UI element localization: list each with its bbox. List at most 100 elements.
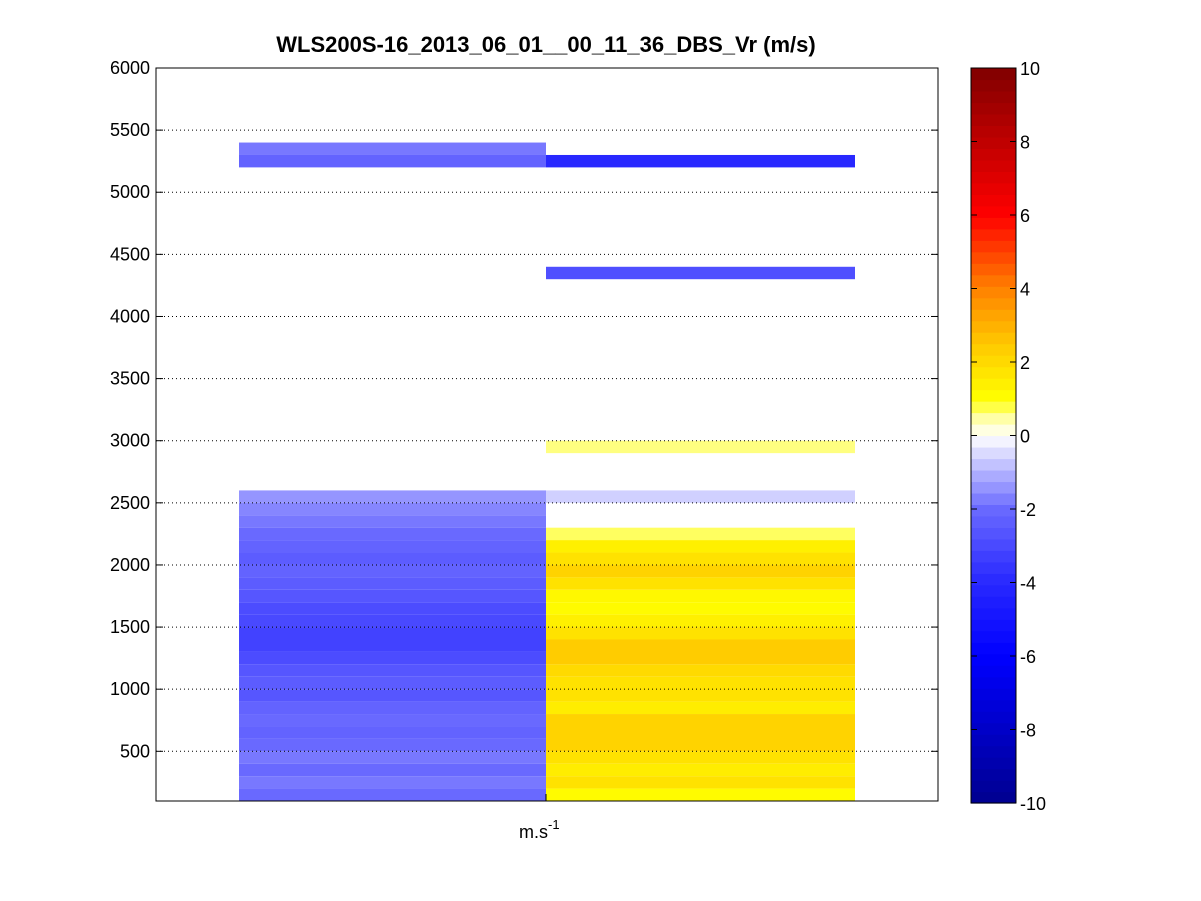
heatmap-cell	[546, 602, 855, 615]
heatmap-cell	[546, 614, 855, 628]
heatmap-cell	[546, 701, 855, 715]
chart-title: WLS200S-16_2013_06_01__00_11_36_DBS_Vr (…	[276, 32, 815, 57]
heatmap-cell	[239, 490, 546, 503]
colorbar-swatch	[971, 630, 1016, 643]
colorbar-swatch	[971, 159, 1016, 172]
colorbar-swatch	[971, 596, 1016, 609]
colorbar	[971, 68, 1016, 804]
heatmap-cell	[239, 540, 546, 553]
heatmap-cell	[239, 614, 546, 628]
y-tick-label: 5500	[110, 120, 150, 140]
colorbar-swatch	[971, 711, 1016, 724]
colorbar-swatch	[971, 515, 1016, 528]
heatmap-cell	[546, 564, 855, 578]
heatmap-cell	[239, 577, 546, 590]
colorbar-swatch	[971, 573, 1016, 586]
heatmap-cell	[546, 751, 855, 764]
heatmap-cell	[546, 577, 855, 590]
colorbar-tick-label: -6	[1020, 647, 1036, 667]
heatmap-cell	[239, 552, 546, 565]
colorbar-swatch	[971, 194, 1016, 207]
heatmap-cell	[239, 763, 546, 777]
colorbar-swatch	[971, 412, 1016, 425]
colorbar-swatch	[971, 527, 1016, 540]
colorbar-swatch	[971, 366, 1016, 379]
heatmap-cell	[239, 714, 546, 727]
colorbar-swatch	[971, 240, 1016, 253]
heatmap-cell	[546, 589, 855, 603]
colorbar-swatch	[971, 768, 1016, 781]
colorbar-swatch	[971, 217, 1016, 230]
heatmap-cell	[239, 726, 546, 739]
colorbar-swatch	[971, 676, 1016, 689]
colorbar-swatch	[971, 791, 1016, 804]
heatmap-cell	[546, 552, 855, 565]
heatmap-cell	[546, 714, 855, 752]
heatmap-cell	[239, 751, 546, 764]
colorbar-swatch	[971, 263, 1016, 276]
x-axis-label: m.s-1	[519, 817, 560, 842]
colorbar-swatch	[971, 171, 1016, 184]
heatmap-cell	[546, 664, 855, 677]
colorbar-swatch	[971, 469, 1016, 483]
colorbar-swatch	[971, 148, 1016, 161]
colorbar-swatch	[971, 378, 1016, 391]
svg-text:m.s-1: m.s-1	[519, 817, 560, 842]
colorbar-swatch	[971, 355, 1016, 368]
heatmap-cell	[239, 564, 546, 578]
y-tick-label: 4500	[110, 244, 150, 264]
heatmap-cells	[239, 142, 855, 801]
heatmap-cell	[546, 440, 855, 454]
colorbar-tick-label: 4	[1020, 280, 1030, 300]
colorbar-swatch	[971, 446, 1016, 460]
colorbar-tick-label: 8	[1020, 133, 1030, 153]
y-tick-label: 1500	[110, 617, 150, 637]
plot-area-frame	[155, 67, 939, 802]
colorbar-swatch	[971, 205, 1016, 218]
heatmap-cell	[239, 676, 546, 690]
colorbar-swatch	[971, 274, 1016, 287]
colorbar-swatch	[971, 68, 1016, 81]
y-tick-label: 3500	[110, 369, 150, 389]
colorbar-swatch	[971, 699, 1016, 712]
colorbar-swatch	[971, 343, 1016, 356]
heatmap-cell	[239, 142, 546, 155]
colorbar-tick-label: -8	[1020, 721, 1036, 741]
colorbar-swatch	[971, 435, 1016, 448]
colorbar-swatch	[971, 320, 1016, 333]
colorbar-swatch	[971, 780, 1016, 793]
heatmap-cell	[239, 627, 546, 652]
heatmap-cell	[239, 788, 546, 801]
colorbar-swatch	[971, 561, 1016, 574]
heatmap-cell	[239, 527, 546, 541]
heatmap-cell	[239, 515, 546, 528]
colorbar-swatch	[971, 550, 1016, 563]
heatmap-cell	[546, 788, 855, 801]
colorbar-swatch	[971, 722, 1016, 735]
heatmap-cell	[239, 738, 546, 752]
colorbar-tick-label: -10	[1020, 794, 1046, 814]
heatmap-cell	[546, 639, 855, 665]
heatmap-cell	[239, 154, 546, 168]
heatmap-cell	[239, 651, 546, 665]
colorbar-tick-label: 6	[1020, 206, 1030, 226]
y-tick-label: 1000	[110, 679, 150, 699]
x-axis-label-base: m.s	[519, 822, 548, 842]
colorbar-tick-label: 0	[1020, 427, 1030, 447]
colorbar-swatch	[971, 401, 1016, 414]
heatmap-cell	[239, 689, 546, 702]
colorbar-swatch	[971, 607, 1016, 620]
heatmap-cell	[546, 776, 855, 789]
y-tick-label: 500	[120, 741, 150, 761]
heatmap-cell	[239, 664, 546, 677]
colorbar-swatch	[971, 734, 1016, 747]
colorbar-swatch	[971, 228, 1016, 241]
heatmap-cell	[546, 266, 855, 280]
colorbar-swatch	[971, 619, 1016, 632]
y-axis: 500 1000 1500 2000 2500 3000 3500 4000 4500 5000 5…	[110, 58, 938, 801]
colorbar-swatch	[971, 492, 1016, 506]
colorbar-swatch	[971, 286, 1016, 299]
colorbar-swatch	[971, 458, 1016, 471]
colorbar-swatch	[971, 309, 1016, 322]
